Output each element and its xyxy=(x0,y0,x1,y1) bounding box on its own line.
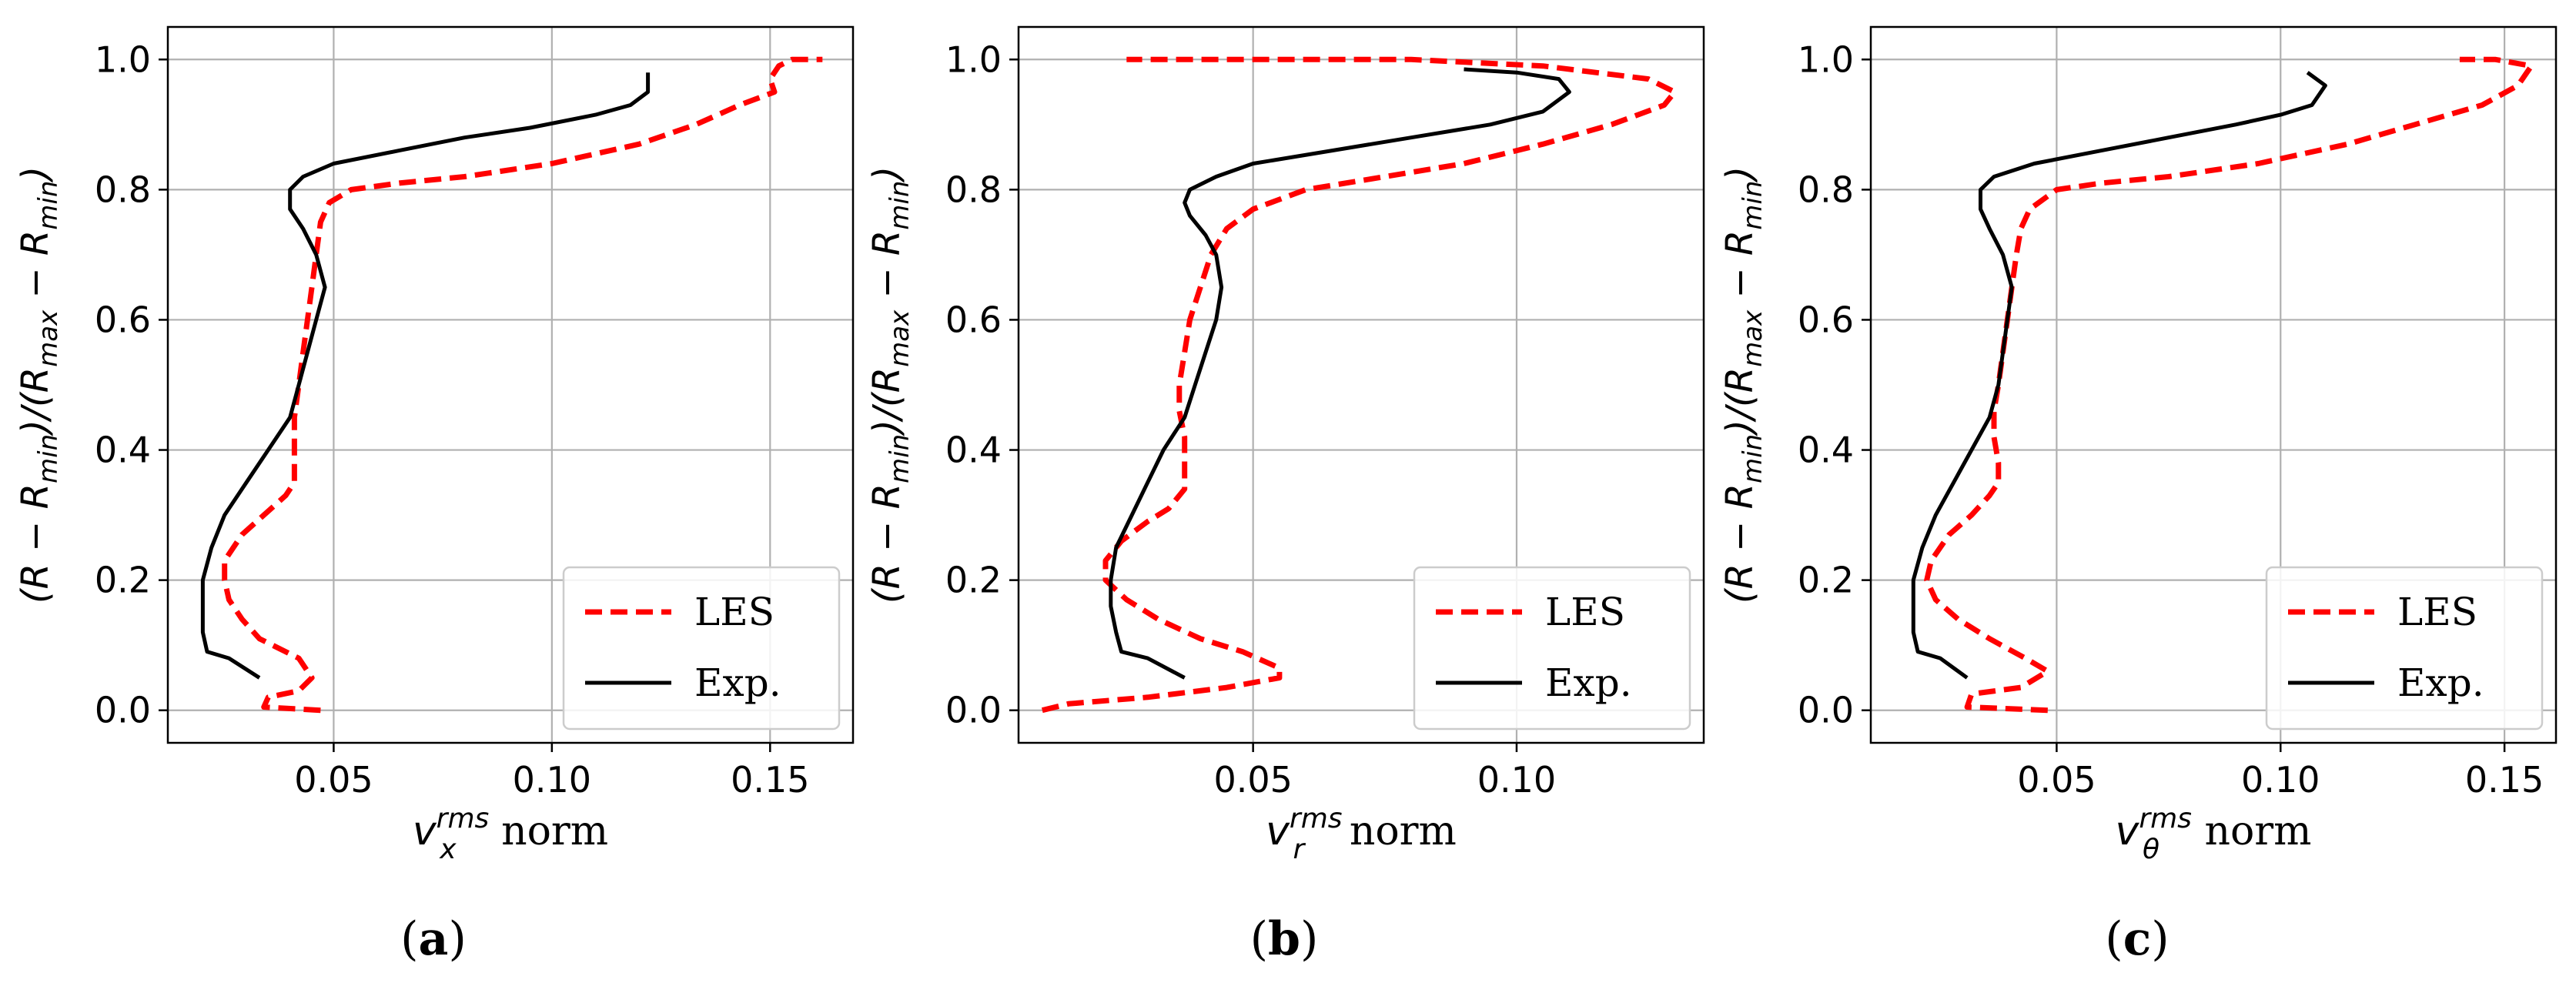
axes-frame xyxy=(1017,25,1705,744)
legend: LES Exp. xyxy=(562,566,841,731)
y-axis-label: (R − Rmin)/(Rmax − Rmin) xyxy=(14,166,64,604)
y-tick-label: 0.4 xyxy=(1798,430,1854,471)
panel-caption: (c) xyxy=(2105,912,2169,966)
series-line-les xyxy=(1041,56,1678,714)
y-tick-label: 1.0 xyxy=(95,38,151,80)
x-axis-label: vrms r norm xyxy=(1266,803,1457,865)
y-tick-label: 0.8 xyxy=(945,169,1002,210)
y-tick-label: 0.2 xyxy=(1798,560,1854,601)
x-tick-label: 0.05 xyxy=(1213,759,1292,801)
panel-caption: (a) xyxy=(400,912,467,966)
x-tick-label: 0.15 xyxy=(2465,759,2544,801)
y-tick-label: 1.0 xyxy=(945,38,1002,80)
legend-label: LES xyxy=(2397,590,2477,634)
legend: LES Exp. xyxy=(2265,566,2544,731)
x-tick-label: 0.05 xyxy=(294,759,373,801)
x-tick-label: 0.10 xyxy=(513,759,591,801)
y-tick-label: 0.0 xyxy=(1798,690,1854,731)
axes-frame xyxy=(1869,25,2558,744)
y-tick-label: 0.4 xyxy=(945,430,1002,471)
y-tick-label: 0.6 xyxy=(95,299,151,340)
panel-c: 0.05 0.10 0.15 0.0 0.2 0.4 0.6 0.8 1.0 vrms θ norm… xyxy=(1718,25,2558,966)
y-tick-label: 0.0 xyxy=(945,690,1002,731)
y-axis-label: (R − Rmin)/(Rmax − Rmin) xyxy=(865,166,915,604)
panel-b: 0.05 0.10 0.0 0.2 0.4 0.6 0.8 1.0 vrms r norm (R −… xyxy=(865,25,1705,966)
x-tick-label: 0.10 xyxy=(1477,759,1556,801)
y-tick-label: 0.2 xyxy=(945,560,1002,601)
y-tick-label: 0.6 xyxy=(1798,299,1854,340)
legend-box xyxy=(1413,566,1691,731)
panel-caption: (b) xyxy=(1250,912,1319,966)
legend-label: Exp. xyxy=(2397,660,2484,705)
legend-label: Exp. xyxy=(694,660,781,705)
series-line-exp xyxy=(200,72,651,680)
legend: LES Exp. xyxy=(1413,566,1691,731)
series-line-les xyxy=(222,56,823,714)
panel-a: 0.05 0.10 0.15 0.0 0.2 0.4 0.6 0.8 1.0 vrms x norm… xyxy=(14,25,855,966)
series-line-exp xyxy=(1109,67,1571,680)
y-tick-label: 0.8 xyxy=(1798,169,1854,210)
y-tick-label: 0.6 xyxy=(945,299,1002,340)
y-tick-label: 1.0 xyxy=(1798,38,1854,80)
y-tick-label: 0.4 xyxy=(95,430,151,471)
legend-label: LES xyxy=(694,590,774,634)
x-tick-label: 0.10 xyxy=(2241,759,2320,801)
legend-box xyxy=(562,566,841,731)
x-tick-label: 0.05 xyxy=(2017,759,2096,801)
series-line-exp xyxy=(1911,71,2327,680)
axes-frame xyxy=(166,25,855,744)
y-axis-label: (R − Rmin)/(Rmax − Rmin) xyxy=(1718,166,1768,604)
y-tick-label: 0.2 xyxy=(95,560,151,601)
legend-label: Exp. xyxy=(1545,660,1632,705)
x-axis-label: vrms x norm xyxy=(413,803,608,865)
legend-box xyxy=(2265,566,2544,731)
x-tick-label: 0.15 xyxy=(731,759,809,801)
y-tick-label: 0.8 xyxy=(95,169,151,210)
x-axis-label: vrms θ norm xyxy=(2116,803,2312,865)
y-tick-label: 0.0 xyxy=(95,690,151,731)
legend-label: LES xyxy=(1545,590,1625,634)
